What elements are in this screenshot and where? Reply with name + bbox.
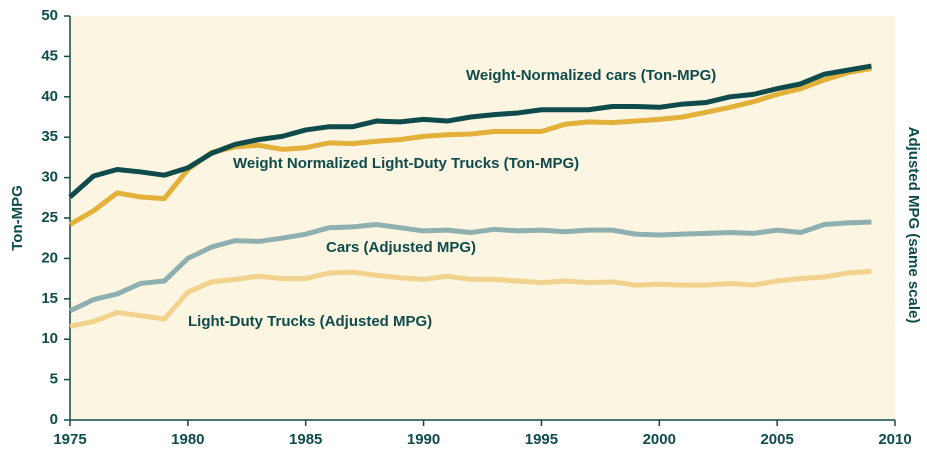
- y-tick-label: 5: [50, 371, 58, 388]
- series-label: Cars (Adjusted MPG): [326, 239, 476, 256]
- x-tick-label: 2005: [760, 431, 793, 448]
- y-tick-label: 50: [41, 7, 58, 24]
- x-tick-label: 1990: [407, 431, 440, 448]
- series-line: [68, 219, 872, 314]
- y-tick-label: 40: [41, 88, 58, 105]
- y-axis-label: Ton-MPG: [9, 185, 26, 251]
- x-tick-label: 2000: [643, 431, 676, 448]
- x-tick-label: 2010: [878, 431, 911, 448]
- series-label: Weight-Normalized cars (Ton-MPG): [466, 67, 716, 84]
- y-tick-label: 35: [41, 128, 58, 145]
- x-tick-label: 1980: [171, 431, 204, 448]
- x-tick-label: 1995: [525, 431, 558, 448]
- series-label: Light-Duty Trucks (Adjusted MPG): [188, 313, 432, 330]
- y-tick-label: 10: [41, 330, 58, 347]
- series-line: [68, 63, 872, 199]
- y-tick-label: 45: [41, 47, 58, 64]
- plot-area: [70, 16, 895, 420]
- y-tick-label: 0: [50, 411, 58, 428]
- y2-axis-label: Adjusted MPG (same scale): [905, 127, 922, 324]
- y-tick-label: 20: [41, 249, 58, 266]
- series-label: Weight Normalized Light-Duty Trucks (Ton…: [233, 155, 579, 172]
- x-tick-label: 1975: [53, 431, 86, 448]
- y-tick-label: 30: [41, 169, 58, 186]
- series-line: [69, 268, 872, 329]
- y-tick-label: 25: [41, 209, 58, 226]
- y-tick-label: 15: [41, 290, 58, 307]
- x-tick-label: 1985: [289, 431, 322, 448]
